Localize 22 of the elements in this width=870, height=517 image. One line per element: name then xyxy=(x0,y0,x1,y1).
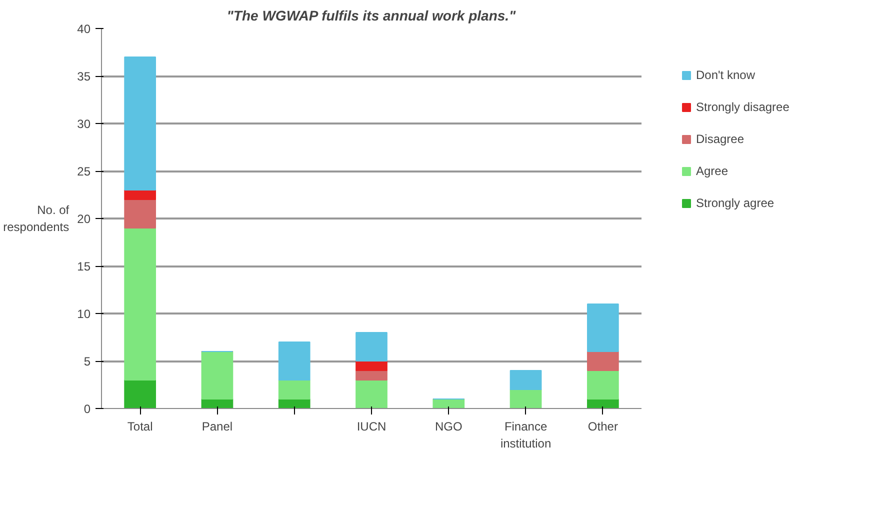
x-tick-label: Finance institution xyxy=(500,420,552,450)
x-tick-label: Panel xyxy=(202,420,233,434)
y-tick-label: 30 xyxy=(77,117,91,131)
x-tick-label: NGO xyxy=(434,420,462,434)
legend-label: Strongly disagree xyxy=(696,100,790,114)
y-axis-title: No. of respondents xyxy=(3,203,70,234)
chart-title: "The WGWAP fulfils its annual work plans." xyxy=(226,8,516,24)
y-tick-label: 25 xyxy=(77,164,91,178)
y-tick-label: 5 xyxy=(84,354,91,368)
legend-label: Agree xyxy=(696,164,728,178)
y-tick-label: 40 xyxy=(77,22,91,36)
y-tick-label: 15 xyxy=(77,260,91,274)
x-tick-label: IUCN xyxy=(356,420,386,434)
y-tick-label: 0 xyxy=(84,402,91,416)
y-tick-label: 35 xyxy=(77,70,91,84)
y-tick-label: 10 xyxy=(77,307,91,321)
legend-label: Strongly agree xyxy=(696,196,774,210)
y-tick-label: 20 xyxy=(77,212,91,226)
x-tick-label: Other xyxy=(588,420,618,434)
x-tick-label: Total xyxy=(127,420,153,434)
legend-label: Don't know xyxy=(696,68,755,82)
legend-label: Disagree xyxy=(696,132,744,146)
